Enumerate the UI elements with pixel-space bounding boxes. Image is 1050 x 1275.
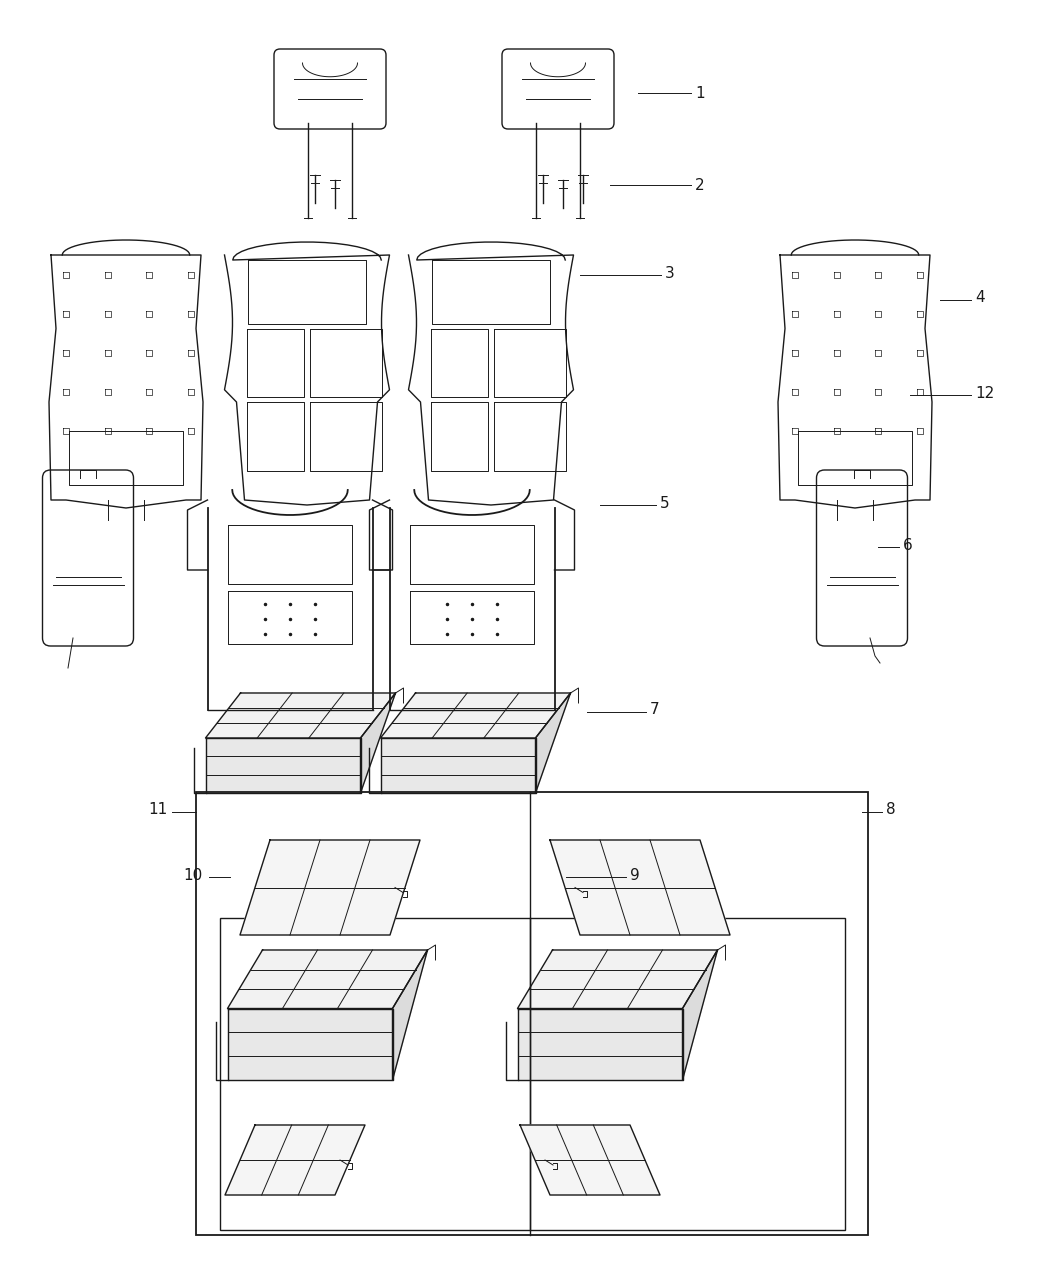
Polygon shape	[206, 694, 396, 738]
Polygon shape	[360, 694, 396, 793]
Text: 5: 5	[660, 496, 670, 510]
Text: 1: 1	[695, 85, 705, 101]
Polygon shape	[520, 1125, 660, 1195]
Text: 11: 11	[148, 802, 167, 817]
Polygon shape	[393, 950, 427, 1080]
Polygon shape	[682, 950, 717, 1080]
Text: 3: 3	[665, 265, 675, 280]
Polygon shape	[380, 738, 536, 793]
Polygon shape	[228, 1009, 393, 1080]
Text: 12: 12	[975, 385, 994, 400]
Bar	[220, 918, 845, 1230]
Text: 6: 6	[903, 538, 912, 552]
Text: 7: 7	[650, 703, 659, 718]
Polygon shape	[380, 694, 570, 738]
Polygon shape	[240, 840, 420, 935]
Polygon shape	[228, 950, 427, 1009]
Text: 10: 10	[183, 867, 203, 882]
Text: 8: 8	[886, 802, 896, 817]
Polygon shape	[225, 1125, 365, 1195]
Text: 4: 4	[975, 291, 985, 306]
Text: 9: 9	[630, 867, 639, 882]
Polygon shape	[518, 1009, 682, 1080]
Bar	[196, 792, 868, 1235]
Polygon shape	[518, 950, 717, 1009]
Polygon shape	[536, 694, 570, 793]
Polygon shape	[550, 840, 730, 935]
Polygon shape	[206, 738, 360, 793]
Text: 2: 2	[695, 177, 705, 193]
